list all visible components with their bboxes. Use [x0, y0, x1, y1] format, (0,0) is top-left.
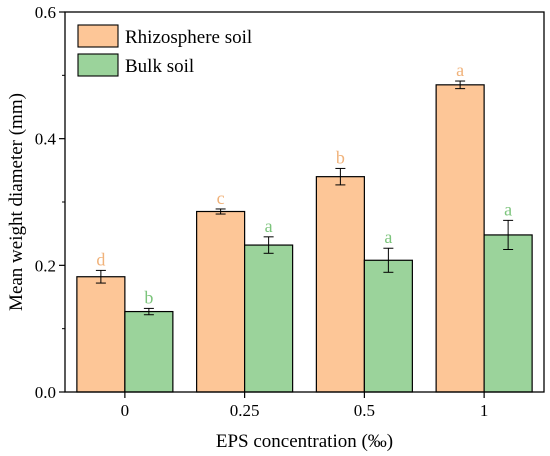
significance-label-rhizosphere-0: d [96, 249, 105, 269]
x-tick-label-3: 1 [480, 401, 489, 420]
x-tick-label-1: 0.25 [230, 401, 260, 420]
y-axis-title: Mean weight diameter (mm) [6, 93, 27, 311]
significance-labels-layer: d c b a b a a a [96, 60, 512, 307]
bar-bulk-3 [483, 234, 533, 393]
y-tick-label-3: 0.6 [35, 3, 56, 22]
bar-rhizosphere-1 [196, 210, 246, 393]
error-bar-bulk-2 [383, 247, 394, 273]
y-tick-label-0: 0.0 [35, 383, 56, 402]
significance-label-rhizosphere-3: a [456, 60, 464, 80]
legend-swatch-rhizosphere [77, 24, 119, 48]
y-tick-label-1: 0.2 [35, 256, 56, 275]
significance-label-bulk-0: b [144, 287, 153, 307]
significance-label-bulk-2: a [384, 227, 392, 247]
significance-label-bulk-3: a [504, 199, 512, 219]
x-axis: 0 0.25 0.5 1 [121, 392, 489, 420]
error-bar-bulk-0 [143, 307, 154, 316]
bar-bulk-2 [363, 259, 413, 393]
y-axis: 0.0 0.2 0.4 0.6 [35, 3, 65, 402]
bar-bulk-0 [124, 310, 174, 393]
bars-layer [76, 84, 533, 393]
error-bar-rhizosphere-1 [215, 208, 226, 215]
bar-bulk-1 [244, 244, 294, 393]
error-bar-bulk-1 [263, 236, 274, 254]
bar-rhizosphere-0 [76, 276, 126, 393]
error-bar-rhizosphere-3 [455, 80, 466, 90]
x-tick-label-2: 0.5 [354, 401, 375, 420]
y-tick-label-2: 0.4 [35, 130, 57, 149]
legend: Rhizosphere soil Bulk soil [77, 24, 252, 77]
error-bar-rhizosphere-0 [95, 269, 106, 284]
significance-label-rhizosphere-2: b [336, 147, 345, 167]
legend-label-bulk: Bulk soil [125, 56, 194, 77]
significance-label-rhizosphere-1: c [217, 188, 225, 208]
error-bar-rhizosphere-2 [335, 167, 346, 186]
bar-rhizosphere-3 [435, 84, 485, 393]
bar-rhizosphere-2 [315, 176, 365, 393]
x-axis-title: EPS concentration (‰) [216, 431, 393, 452]
error-bar-bulk-3 [503, 219, 514, 250]
significance-label-bulk-1: a [265, 216, 273, 236]
legend-label-rhizosphere: Rhizosphere soil [125, 27, 252, 48]
x-tick-label-0: 0 [121, 401, 130, 420]
error-bars-layer [95, 80, 514, 316]
legend-swatch-bulk [77, 53, 119, 77]
